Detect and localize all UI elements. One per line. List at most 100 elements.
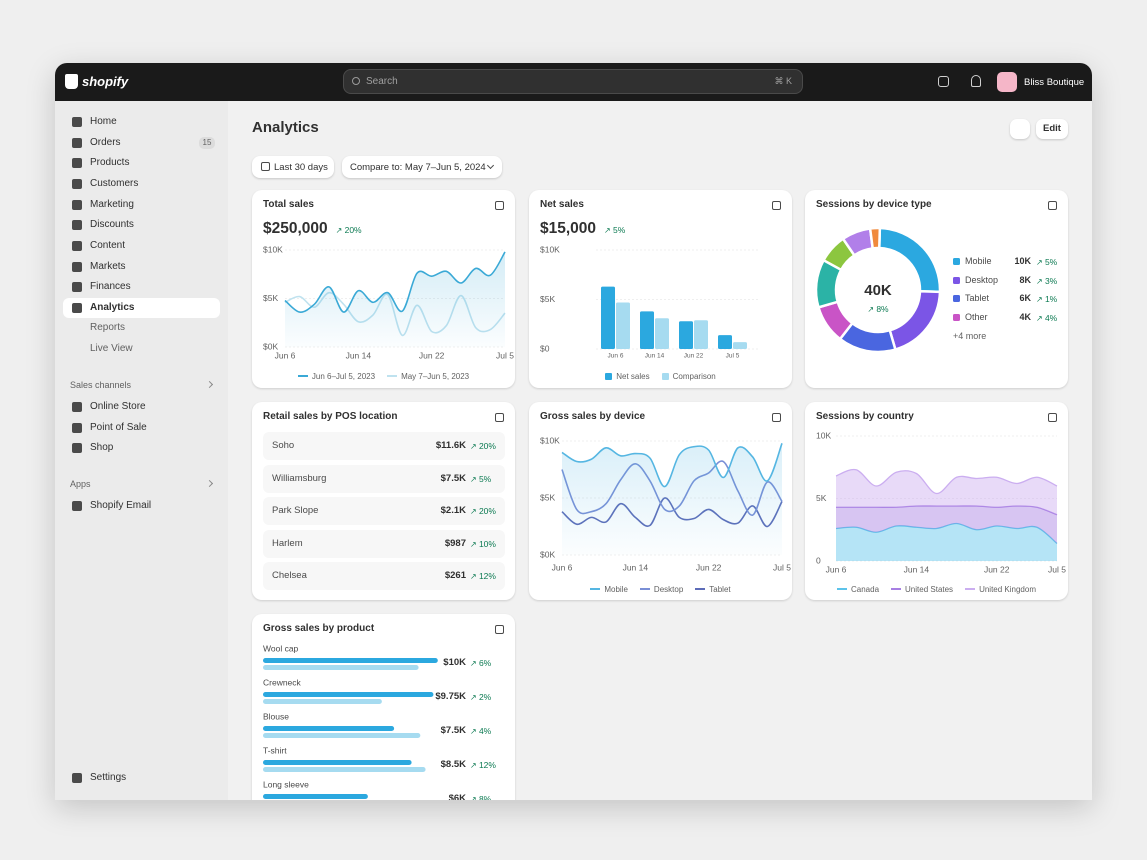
sidebar: Home Orders 15 Products Customers Marketing Di…	[55, 101, 228, 800]
legend-item[interactable]: Net sales	[605, 370, 650, 382]
x-tick-label: Jun 22	[684, 353, 704, 360]
edit-button[interactable]: Edit	[1036, 119, 1068, 139]
legend-label: Canada	[851, 584, 880, 594]
nav-item[interactable]: Finances	[63, 277, 220, 297]
card-menu-icon[interactable]	[495, 625, 504, 634]
y-tick-label: 5K	[816, 493, 827, 503]
chart-area: $10K $5K $0 Jun 6 Jun 14 Jun 22 Jul 5	[540, 244, 759, 360]
legend-item[interactable]: Mobile	[590, 583, 628, 595]
calendar-icon	[261, 162, 270, 171]
legend-item[interactable]: Jun 6–Jul 5, 2023	[297, 370, 375, 382]
nav-item[interactable]: Analytics	[63, 297, 220, 318]
legend-item[interactable]: United Kingdom	[965, 583, 1036, 595]
legend-label[interactable]: Mobile	[965, 256, 992, 266]
chart-area: Wool cap Crewneck Blouse T-shirt Long sleeve	[263, 643, 438, 799]
more-link[interactable]: +4 more	[953, 331, 987, 341]
date-range-button[interactable]: Last 30 days	[252, 156, 334, 178]
series-line	[561, 442, 783, 488]
nav-item[interactable]: Marketing	[63, 195, 220, 215]
x-tick-label: Jun 22	[984, 564, 1010, 574]
legend-item[interactable]: May 7–Jun 5, 2023	[387, 370, 469, 382]
location-sales: $2.1K	[440, 505, 466, 516]
card-title: Sessions by device type	[816, 199, 932, 210]
nav-label: Orders	[90, 136, 121, 148]
bar	[601, 286, 615, 349]
nav-label: Home	[90, 116, 117, 127]
search-icon	[352, 77, 360, 85]
card-menu-icon[interactable]	[772, 413, 781, 422]
brand[interactable]: shopify	[82, 74, 129, 89]
legend-swatch	[639, 588, 650, 590]
section-title[interactable]: Sales channels	[70, 380, 132, 390]
product-sales: $7.5K	[440, 725, 466, 736]
legend-item[interactable]: United States	[891, 583, 953, 595]
legend-value: 8K	[1019, 274, 1031, 285]
stacked-area	[836, 523, 1057, 561]
card-menu-icon[interactable]	[1048, 201, 1057, 210]
x-tick-label: Jun 14	[346, 350, 372, 360]
legend-item[interactable]: Comparison	[661, 370, 716, 382]
legend-swatch	[387, 375, 398, 377]
nav-item[interactable]: Markets	[63, 257, 220, 277]
legend-label[interactable]: Other	[965, 312, 988, 323]
series-line	[835, 522, 1058, 545]
legend-change: 1%	[1036, 294, 1057, 304]
legend-swatch	[837, 588, 847, 590]
legend-swatch	[953, 314, 960, 322]
card-menu-icon[interactable]	[772, 201, 781, 210]
card-menu-icon[interactable]	[495, 201, 504, 210]
nav-icon	[72, 443, 82, 454]
nav-item[interactable]: Orders 15	[63, 133, 220, 153]
card-menu-icon[interactable]	[495, 413, 504, 422]
bar	[694, 320, 708, 349]
nav-item[interactable]: Content	[63, 236, 220, 256]
nav-label: Marketing	[90, 198, 134, 210]
legend-item[interactable]: Desktop	[639, 583, 683, 595]
nav-item[interactable]: Point of Sale	[63, 418, 220, 438]
section-chevron	[205, 380, 214, 389]
legend-value: 6K	[1019, 293, 1031, 304]
chart-area: 10K 5K 0 Jun 6 Jun 14 Jun 22 Jul 5	[816, 430, 1066, 574]
series-line	[835, 505, 1058, 516]
y-tick-label: $10K	[263, 244, 283, 254]
comparison-bar	[263, 767, 426, 772]
store-icon[interactable]	[938, 76, 949, 87]
nav-item[interactable]: Discounts	[63, 215, 220, 235]
legend-item[interactable]: Tablet	[695, 583, 731, 595]
nav-label: Customers	[90, 177, 139, 189]
search-box[interactable]: Search ⌘ K	[343, 69, 803, 94]
nav-label: Reports	[90, 322, 126, 333]
nav-item[interactable]: Products	[63, 153, 220, 173]
nav-item[interactable]: Live View	[63, 339, 220, 359]
notifications-icon[interactable]	[971, 75, 981, 87]
nav-item[interactable]: Home	[63, 112, 220, 132]
legend-item[interactable]: Canada	[837, 583, 879, 595]
legend-label[interactable]: Tablet	[965, 293, 990, 304]
product-change: 12%	[470, 760, 496, 770]
nav-item[interactable]: Online Store	[63, 397, 220, 417]
fullscreen-button[interactable]	[1010, 119, 1030, 139]
headline: $15,000 5%	[540, 220, 740, 240]
nav-item[interactable]: Reports	[63, 318, 220, 338]
nav-icon	[72, 158, 82, 169]
compare-button[interactable]: Compare to: May 7–Jun 5, 2024	[342, 156, 502, 178]
headline: $250,000 20%	[263, 220, 463, 240]
legend-swatch	[605, 372, 613, 380]
y-tick-label: $10K	[540, 435, 560, 445]
store-name[interactable]: Bliss Boutique	[1024, 77, 1085, 88]
card-title: Total sales	[263, 199, 314, 210]
store-avatar[interactable]	[997, 72, 1017, 92]
nav-icon	[72, 261, 82, 272]
product-name: Crewneck	[263, 677, 302, 687]
nav-item[interactable]: Settings	[63, 768, 220, 788]
nav-item[interactable]: Shopify Email	[63, 496, 220, 516]
card-menu-icon[interactable]	[1048, 413, 1057, 422]
section-title[interactable]: Apps	[70, 479, 91, 489]
bar	[733, 342, 747, 349]
search-shortcut: ⌘ K	[774, 76, 792, 86]
nav-item[interactable]: Customers	[63, 174, 220, 194]
bar	[263, 658, 438, 663]
legend-label[interactable]: Desktop	[965, 274, 999, 285]
nav-item[interactable]: Shop	[63, 438, 220, 458]
location-name: Harlem	[272, 537, 303, 549]
